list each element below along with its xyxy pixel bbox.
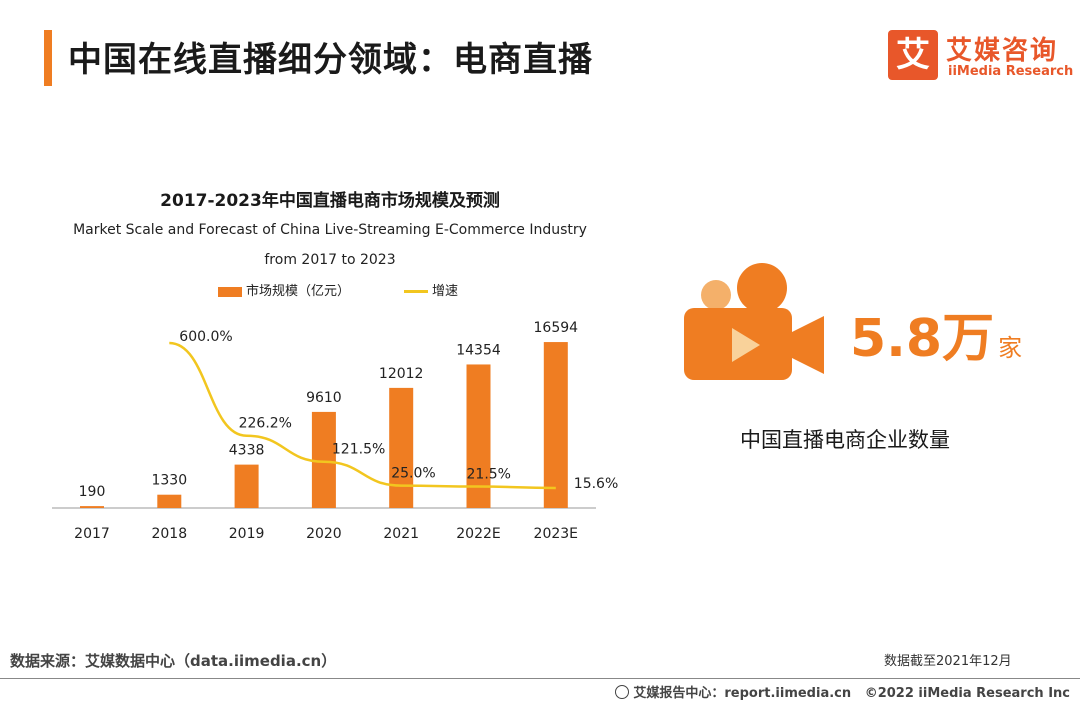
growth-rate-label: 226.2% [239,416,292,432]
legend-bar-label: 市场规模（亿元） [246,284,351,299]
chart-legend: 市场规模（亿元） 增速 [218,280,458,299]
bar-2017 [80,506,104,508]
legend-line-label: 增速 [432,284,459,299]
data-source: 数据来源：艾媒数据中心（data.iimedia.cn） [10,652,337,670]
chart-subtitle-line1: Market Scale and Forecast of China Live-… [73,222,587,238]
bar-value-label: 12012 [379,366,424,382]
legend-bar-swatch [218,286,242,297]
footer-report: 艾媒报告中心：report.iimedia.cn [633,686,852,701]
growth-rate-label: 121.5% [332,442,385,458]
chart-subtitle-line2: from 2017 to 2023 [264,252,396,268]
title-accent-bar [44,30,52,86]
x-tick-label: 2020 [306,526,342,542]
growth-rate-label: 600.0% [179,329,232,345]
bar-value-label: 16594 [534,320,579,336]
x-tick-label: 2023E [534,526,578,542]
bar-2022E [466,364,491,508]
enterprise-count-unit: 家 [998,334,1023,362]
enterprise-count-value: 5.8万 [850,309,995,369]
bar-2021 [389,387,414,508]
enterprise-count: 5.8万家 [850,296,1022,371]
bar-2020 [311,411,336,508]
footer-credits: 艾媒报告中心：report.iimedia.cn ©2022 iiMedia R… [615,682,1070,701]
bar-value-label: 14354 [456,342,501,358]
growth-rate-label: 21.5% [467,467,511,483]
growth-rate-line [169,341,556,490]
x-tick-label: 2017 [74,526,110,542]
growth-rate-label: 15.6% [574,476,618,492]
bar-2019 [234,464,259,508]
page-title: 中国在线直播细分领域：电商直播 [68,40,593,80]
legend-line-swatch [404,290,429,293]
x-tick-label: 2019 [229,526,265,542]
bar-value-label: 190 [79,484,106,500]
bar-value-label: 9610 [306,390,342,406]
data-date: 数据截至2021年12月 [884,654,1012,669]
x-tick-label: 2018 [151,526,187,542]
logo-text-en: iiMedia Research [948,64,1074,79]
logo-text-cn: 艾媒咨询 [946,36,1059,66]
chart-title: 2017-2023年中国直播电商市场规模及预测 [160,191,500,211]
x-tick-label: 2022E [456,526,500,542]
bar-value-label: 1330 [151,473,187,489]
bar-2023E [543,342,568,508]
x-tick-label: 2021 [383,526,419,542]
footer-divider [0,678,1080,679]
brand-logo: 艾 艾媒咨询 iiMedia Research [888,30,1073,84]
bar-value-label: 4338 [229,443,265,459]
bar-2018 [157,494,182,508]
video-camera-icon [684,263,824,380]
enterprise-count-label: 中国直播电商企业数量 [740,428,950,452]
footer-copyright: ©2022 iiMedia Research Inc [864,686,1070,701]
growth-rate-label: 25.0% [391,466,435,482]
logo-icon: 艾 [888,30,938,80]
globe-icon [615,685,630,699]
